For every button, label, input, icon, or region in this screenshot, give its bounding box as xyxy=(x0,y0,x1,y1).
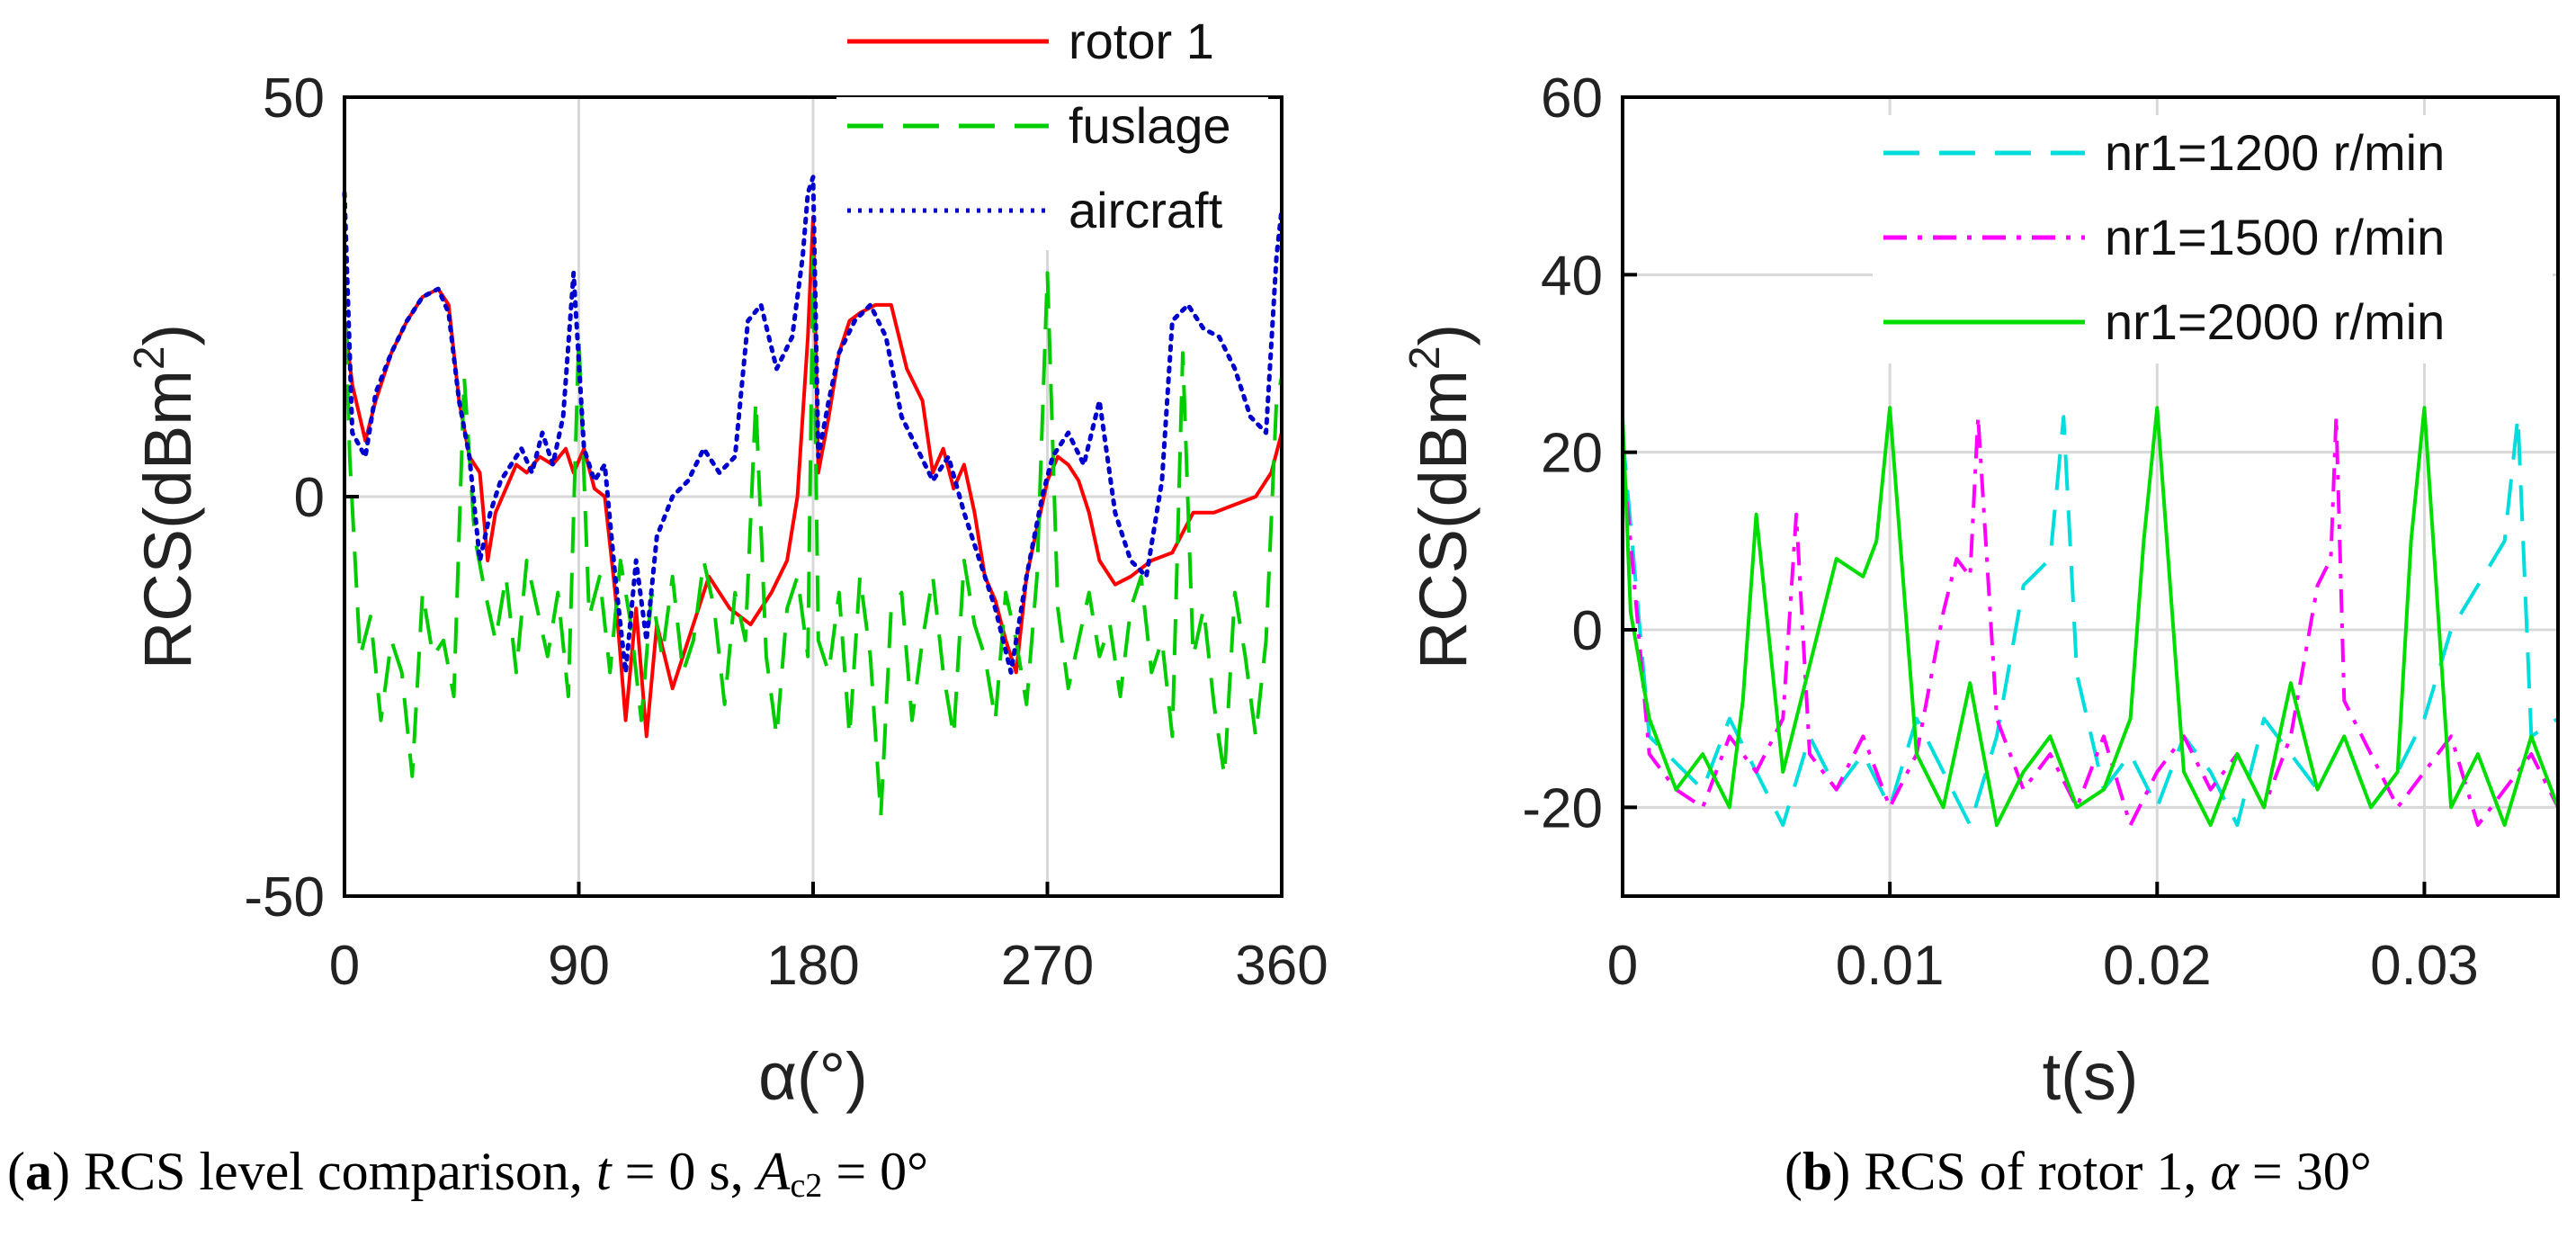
panel-a-chart: 500-50 0 90 180 270 360 α(°) RCS(dBm2) rotor… xyxy=(126,13,1328,1114)
caption-a-t-value: = 0 s, xyxy=(611,1142,757,1201)
series-line-aircraft xyxy=(342,175,1284,675)
panel-b-series xyxy=(1621,406,2560,828)
panel-a-legend: rotor 1 fuslage aircraft xyxy=(836,13,1268,250)
legend-label: nr1=1200 r/min xyxy=(2105,124,2445,181)
legend-label: nr1=1500 r/min xyxy=(2105,209,2445,265)
x-tick-label: 0.01 xyxy=(1836,935,1945,997)
panel-b-y-axis-label: RCS(dBm2) xyxy=(1401,324,1480,669)
x-tick-label: 0.03 xyxy=(2370,935,2479,997)
caption-a-a-sub: c2 xyxy=(790,1167,823,1205)
caption-b-tag: b xyxy=(1802,1142,1833,1201)
y-tick-label: 40 xyxy=(1541,245,1603,307)
y-tick-label: 60 xyxy=(1541,67,1603,130)
caption-b-alpha-var: α xyxy=(2210,1142,2239,1201)
caption-b: (b) RCS of rotor 1, α = 30° xyxy=(1784,1142,2372,1201)
series-line-nr1-2000-r-min xyxy=(1621,406,2560,828)
caption-a-t-var: t xyxy=(595,1142,612,1201)
panel-a-x-axis-label: α(°) xyxy=(758,1039,868,1114)
panel-a-x-ticks: 0 90 180 270 360 xyxy=(329,882,1328,997)
y-tick-label: -20 xyxy=(1522,777,1603,839)
y-tick-label: -50 xyxy=(244,866,325,928)
caption-a: (a) RCS level comparison, t = 0 s, Ac2 =… xyxy=(7,1142,929,1205)
caption-b-text: RCS of rotor 1, xyxy=(1850,1142,2211,1201)
x-tick-label: 90 xyxy=(548,935,610,997)
panel-a-y-ticks: 50 0 -50 xyxy=(244,67,359,928)
x-tick-label: 180 xyxy=(766,935,859,997)
legend-label: fuslage xyxy=(1069,97,1231,154)
panel-b-legend: nr1=1200 r/min nr1=1500 r/min nr1=2000 r/m… xyxy=(1873,115,2553,363)
panel-a-series xyxy=(342,175,1284,819)
legend-label: rotor 1 xyxy=(1069,13,1214,69)
panel-b-x-ticks: 0 0.01 0.02 0.03 xyxy=(1607,882,2479,997)
y-tick-label: 20 xyxy=(1541,423,1603,485)
panel-b-axes-box xyxy=(1621,95,2560,898)
x-tick-label: 270 xyxy=(1001,935,1094,997)
x-tick-label: 360 xyxy=(1235,935,1328,997)
caption-b-alpha-value: = 30° xyxy=(2238,1142,2372,1201)
y-tick-label: 0 xyxy=(294,467,325,529)
panel-b-y-ticks: 60 40 20 0 -20 xyxy=(1522,67,1637,839)
legend-background xyxy=(836,97,1268,250)
x-tick-label: 0 xyxy=(329,935,360,997)
caption-a-a-value: = 0° xyxy=(822,1142,929,1201)
series-line-nr1-1200-r-min xyxy=(1621,415,2560,828)
legend-label: aircraft xyxy=(1069,182,1223,238)
series-line-fuslage xyxy=(343,255,1284,819)
caption-a-text: RCS level comparison, xyxy=(69,1142,596,1201)
y-tick-label: 50 xyxy=(263,67,325,130)
series-line-rotor-1 xyxy=(343,215,1284,739)
legend-label: nr1=2000 r/min xyxy=(2105,293,2445,350)
caption-a-tag: a xyxy=(24,1142,52,1201)
panel-b-x-axis-label: t(s) xyxy=(2043,1039,2139,1114)
panel-a-y-axis-label: RCS(dBm2) xyxy=(126,324,205,669)
x-tick-label: 0.02 xyxy=(2103,935,2212,997)
x-tick-label: 0 xyxy=(1607,935,1638,997)
caption-a-a-var: A xyxy=(756,1142,791,1201)
y-tick-label: 0 xyxy=(1572,600,1603,662)
